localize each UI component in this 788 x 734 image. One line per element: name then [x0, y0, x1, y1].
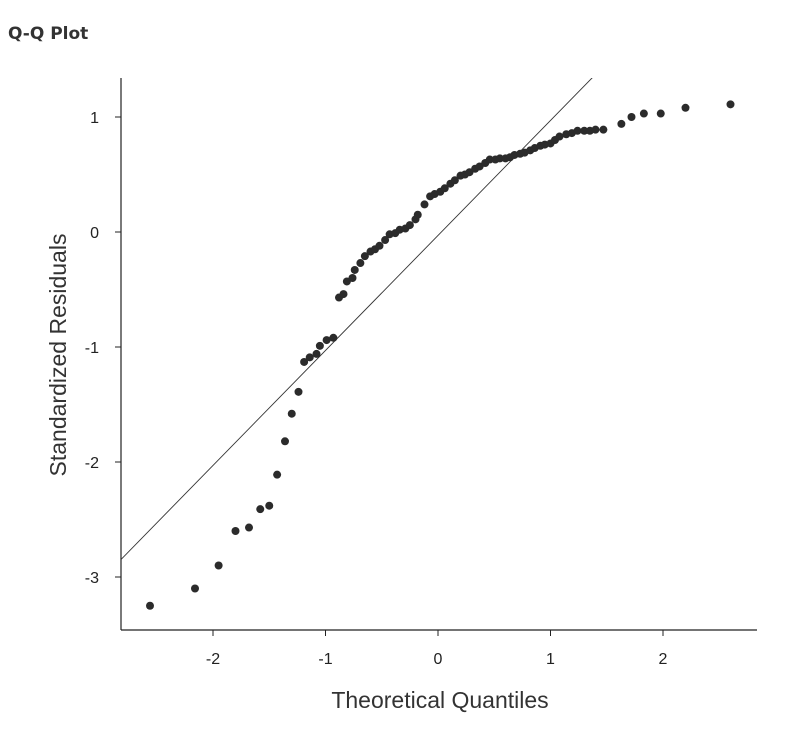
data-point	[329, 333, 338, 342]
data-point	[356, 259, 365, 268]
data-point	[287, 409, 296, 418]
data-point	[350, 265, 359, 274]
y-axis-label: Standardized Residuals	[45, 234, 71, 477]
x-tick-label: -1	[318, 651, 332, 668]
data-point	[599, 125, 608, 134]
data-point	[495, 154, 504, 163]
data-point	[281, 437, 289, 446]
y-tick-label: -3	[85, 570, 99, 587]
data-point	[375, 241, 384, 250]
data-point	[639, 109, 648, 118]
chart-title: Q-Q Plot	[8, 24, 89, 44]
data-point	[555, 132, 564, 141]
data-point	[146, 601, 154, 610]
data-point	[573, 126, 582, 135]
data-point	[312, 349, 321, 358]
data-point	[339, 290, 348, 299]
data-point	[726, 100, 735, 109]
x-tick-label: 2	[659, 651, 668, 668]
data-point	[315, 341, 324, 350]
x-axis-label: Theoretical Quantiles	[331, 687, 548, 713]
data-point	[294, 387, 303, 396]
data-point	[265, 501, 274, 510]
data-point	[214, 561, 223, 570]
data-point	[191, 584, 199, 593]
y-tick-label: 0	[90, 225, 99, 242]
data-point	[405, 221, 414, 230]
data-point	[348, 274, 357, 282]
data-point	[420, 200, 429, 209]
x-tick-label: 1	[546, 651, 555, 668]
data-point	[231, 527, 240, 535]
data-point	[245, 523, 253, 532]
data-point	[256, 505, 265, 514]
data-point	[591, 125, 600, 134]
data-point	[305, 353, 314, 362]
data-point	[413, 210, 422, 219]
x-tick-label: 0	[434, 651, 443, 668]
data-point	[617, 119, 626, 128]
data-point	[627, 113, 636, 121]
data-point	[360, 252, 369, 261]
data-point	[681, 103, 690, 112]
data-point	[580, 126, 589, 135]
y-tick-label: 1	[90, 110, 99, 127]
data-point	[300, 357, 309, 366]
data-point	[273, 470, 282, 479]
data-point	[440, 184, 449, 193]
reference-line	[121, 78, 593, 561]
y-tick-label: -2	[85, 455, 99, 472]
data-point	[656, 109, 665, 118]
data-point	[485, 155, 494, 164]
data-point	[450, 176, 459, 185]
y-tick-label: -1	[85, 340, 99, 357]
data-point	[381, 236, 390, 245]
x-tick-label: -2	[206, 651, 220, 668]
data-point	[322, 336, 331, 345]
